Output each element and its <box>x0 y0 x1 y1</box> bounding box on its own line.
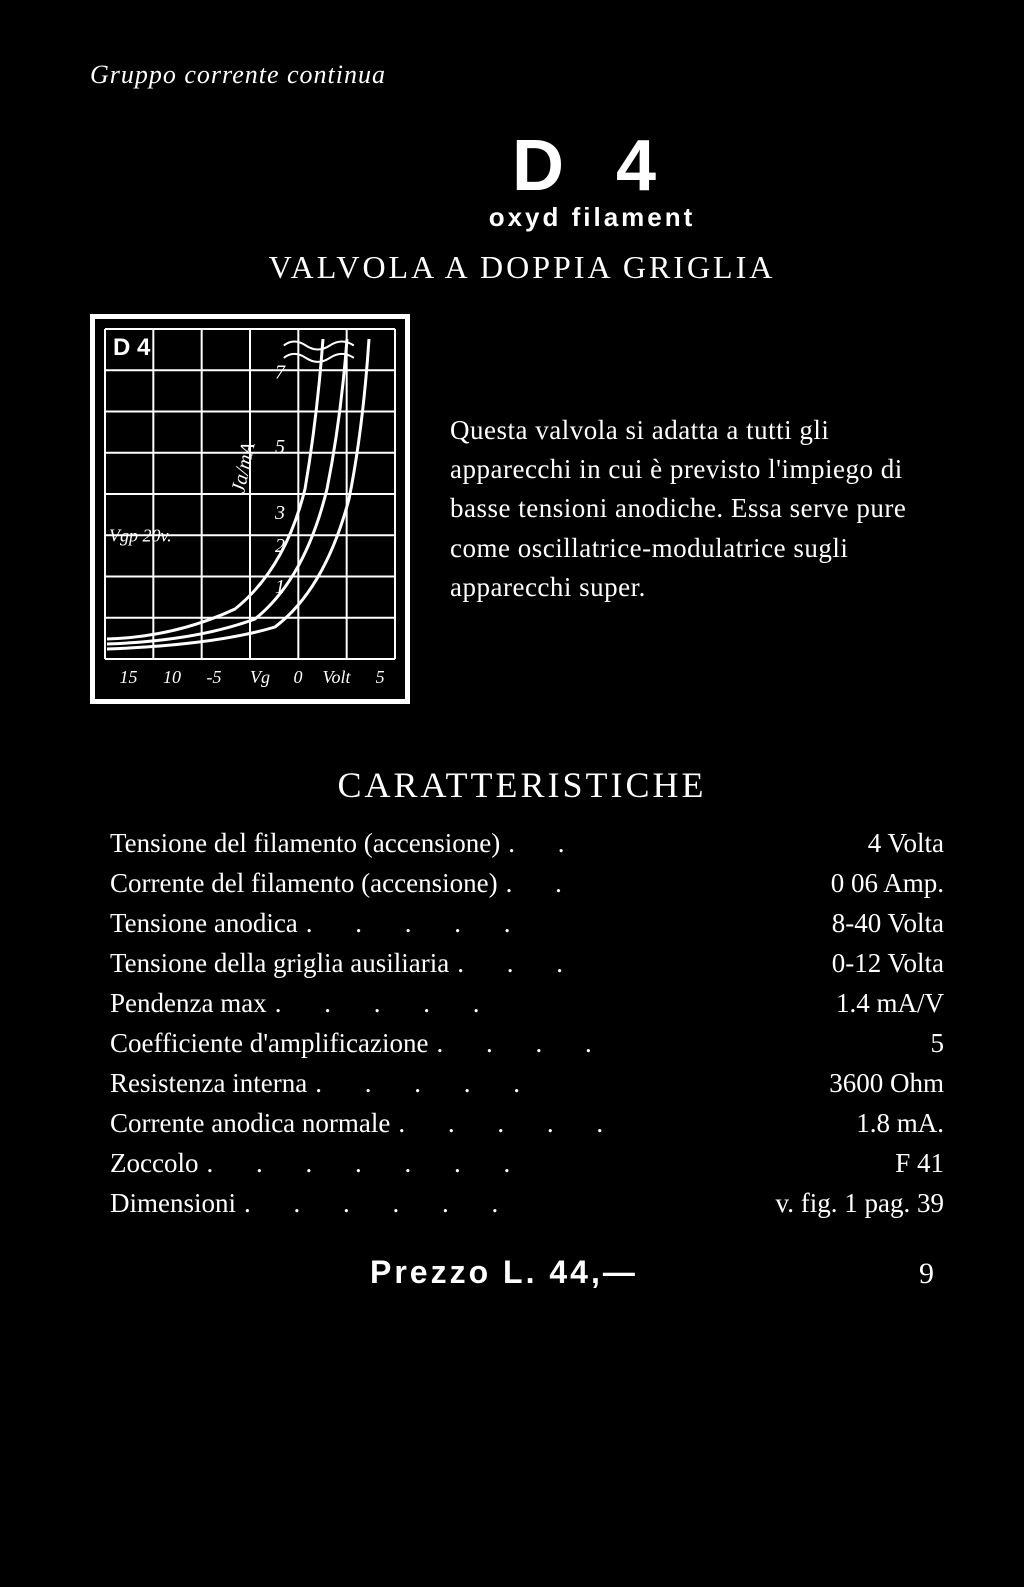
spec-row: Pendenza max . . . . . 1.4 mA/V <box>110 984 944 1024</box>
svg-text:0: 0 <box>294 667 303 687</box>
characteristic-chart: D 4Ja/mAVgp 20v.753211510-5Vg0Volt5 <box>90 314 410 704</box>
model-number: D 4 <box>230 130 954 202</box>
svg-text:2: 2 <box>275 535 285 557</box>
spec-label: Tensione della griglia ausiliaria <box>110 944 449 984</box>
svg-text:7: 7 <box>275 362 286 384</box>
spec-dots: . . . . . <box>267 984 836 1024</box>
filament-type: oxyd filament <box>230 202 954 233</box>
spec-value: v. fig. 1 pag. 39 <box>776 1184 944 1224</box>
spec-value: 1.4 mA/V <box>836 984 944 1024</box>
spec-value: 1.8 mA. <box>856 1104 944 1144</box>
svg-text:15: 15 <box>120 667 138 687</box>
spec-row: Resistenza interna . . . . . 3600 Ohm <box>110 1064 944 1104</box>
chart-and-description: D 4Ja/mAVgp 20v.753211510-5Vg0Volt5 Ques… <box>90 314 954 704</box>
svg-text:3: 3 <box>274 502 285 524</box>
spec-value: 0 06 Amp. <box>831 864 944 904</box>
svg-text:1: 1 <box>275 576 285 598</box>
spec-dots: . . . <box>449 944 831 984</box>
spec-dots: . . . . . <box>390 1104 856 1144</box>
spec-value: 3600 Ohm <box>829 1064 944 1104</box>
spec-row: Corrente anodica normale . . . . . 1.8 m… <box>110 1104 944 1144</box>
spec-dots: . . . . . <box>298 904 832 944</box>
spec-row: Tensione anodica . . . . . 8-40 Volta <box>110 904 944 944</box>
svg-text:5: 5 <box>376 667 385 687</box>
datasheet-page: Gruppo corrente continua D 4 oxyd filame… <box>0 0 1024 1331</box>
svg-text:10: 10 <box>163 667 181 687</box>
spec-row: Tensione del filamento (accensione) . . … <box>110 824 944 864</box>
spec-dots: . . . . <box>428 1024 930 1064</box>
spec-row: Coefficiente d'amplificazione . . . . 5 <box>110 1024 944 1064</box>
spec-label: Coefficiente d'amplificazione <box>110 1024 428 1064</box>
page-number: 9 <box>919 1257 954 1291</box>
spec-dots: . . . . . <box>307 1064 829 1104</box>
spec-dots: . . <box>498 864 831 904</box>
svg-text:-5: -5 <box>207 667 222 687</box>
svg-text:5: 5 <box>275 436 285 458</box>
spec-dots: . . . . . . . <box>198 1144 895 1184</box>
spec-value: 5 <box>931 1024 945 1064</box>
page-title: VALVOLA A DOPPIA GRIGLIA <box>90 249 954 286</box>
spec-label: Zoccolo <box>110 1144 198 1184</box>
spec-label: Corrente del filamento (accensione) <box>110 864 498 904</box>
model-block: D 4 oxyd filament <box>230 130 954 233</box>
spec-row: Tensione della griglia ausiliaria . . . … <box>110 944 944 984</box>
price: Prezzo L. 44,— <box>370 1254 638 1291</box>
spec-label: Dimensioni <box>110 1184 236 1224</box>
svg-text:Volt: Volt <box>323 667 352 687</box>
characteristics-title: CARATTERISTICHE <box>90 764 954 806</box>
spec-label: Tensione del filamento (accensione) <box>110 824 500 864</box>
spec-label: Tensione anodica <box>110 904 298 944</box>
spec-row: Corrente del filamento (accensione) . . … <box>110 864 944 904</box>
price-row: Prezzo L. 44,— 9 <box>90 1254 954 1291</box>
spec-row: Dimensioni . . . . . . v. fig. 1 pag. 39 <box>110 1184 944 1224</box>
spec-value: 4 Volta <box>868 824 944 864</box>
spec-label: Resistenza interna <box>110 1064 307 1104</box>
spec-label: Corrente anodica normale <box>110 1104 390 1144</box>
chart-svg: D 4Ja/mAVgp 20v.753211510-5Vg0Volt5 <box>95 319 405 699</box>
svg-text:Vgp 20v.: Vgp 20v. <box>109 525 172 545</box>
svg-text:D 4: D 4 <box>113 334 151 361</box>
spec-value: 8-40 Volta <box>832 904 944 944</box>
spec-value: F 41 <box>895 1144 944 1184</box>
spec-row: Zoccolo . . . . . . . F 41 <box>110 1144 944 1184</box>
group-header: Gruppo corrente continua <box>90 60 954 90</box>
spec-dots: . . <box>500 824 868 864</box>
svg-text:Vg: Vg <box>250 667 270 687</box>
spec-dots: . . . . . . <box>236 1184 776 1224</box>
spec-value: 0-12 Volta <box>832 944 944 984</box>
spec-list: Tensione del filamento (accensione) . . … <box>90 824 954 1224</box>
description-text: Questa valvola si adatta a tutti gli app… <box>450 411 954 607</box>
spec-label: Pendenza max <box>110 984 267 1024</box>
